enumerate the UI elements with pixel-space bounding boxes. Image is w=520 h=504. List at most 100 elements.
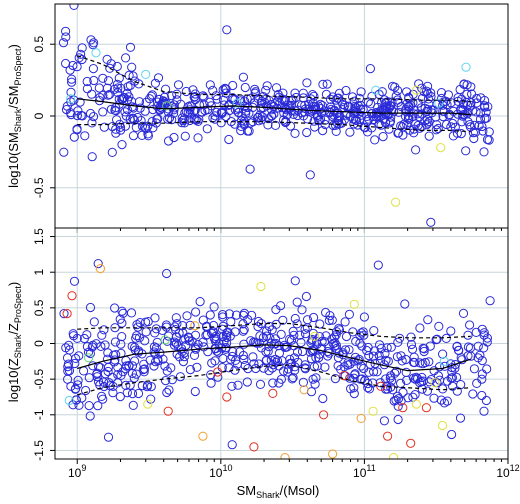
scatter-point [433, 123, 443, 134]
scatter-point [410, 374, 420, 384]
scatter-point [210, 111, 220, 121]
scatter-point [463, 330, 473, 340]
x-tick-label: 1011 [353, 463, 376, 480]
scatter-point [191, 115, 201, 125]
scatter-point [376, 120, 386, 130]
scatter-point [202, 321, 212, 331]
scatter-point [115, 314, 125, 324]
scatter-point [208, 113, 218, 123]
scatter-point [386, 371, 396, 381]
scatter-point [438, 349, 448, 359]
highlight-point [66, 94, 76, 104]
scatter-point [304, 104, 314, 114]
scatter-point [270, 120, 281, 131]
scatter-point [224, 363, 234, 373]
highlight-point [371, 85, 381, 95]
scatter-point [419, 344, 429, 354]
scatter-point [452, 372, 462, 382]
scatter-point [140, 123, 150, 133]
scatter-point [177, 347, 187, 357]
scatter-point [242, 377, 252, 387]
scatter-point [278, 315, 288, 325]
scatter-point [404, 105, 414, 115]
scatter-point [356, 361, 366, 371]
scatter-point [482, 333, 492, 343]
scatter-point [228, 93, 238, 103]
scatter-point [448, 131, 458, 141]
scatter-point [240, 82, 250, 93]
scatter-point [117, 94, 127, 104]
scatter-point [190, 94, 200, 105]
highlight-point [198, 431, 208, 441]
scatter-point [98, 394, 108, 404]
scatter-point [225, 331, 235, 341]
scatter-point [107, 122, 118, 132]
scatter-point [393, 414, 403, 425]
scatter-point [345, 359, 355, 369]
scatter-point [250, 84, 260, 94]
scatter-point [182, 311, 192, 321]
scatter-point [141, 317, 151, 327]
scatter-point [351, 336, 361, 346]
scatter-point [224, 134, 234, 145]
highlight-point [64, 395, 74, 406]
scatter-point [88, 64, 99, 74]
scatter-point [109, 357, 120, 367]
scatter-point [337, 97, 347, 107]
scatter-point [77, 54, 87, 65]
scatter-point [127, 368, 137, 378]
scatter-point [307, 345, 317, 356]
scatter-point [470, 127, 481, 137]
scatter-point [466, 82, 476, 92]
scatter-point [391, 91, 401, 101]
scatter-point [102, 54, 112, 65]
scatter-point [237, 111, 247, 121]
scatter-point [374, 350, 384, 361]
scatter-point [387, 376, 397, 386]
scatter-point [245, 164, 255, 174]
scatter-point [205, 310, 215, 320]
highlight-point [406, 438, 416, 448]
scatter-point [262, 326, 272, 336]
scatter-point [150, 78, 160, 88]
scatter-point [362, 127, 373, 137]
scatter-point [452, 386, 462, 396]
scatter-point [162, 336, 172, 346]
scatter-point [290, 313, 300, 324]
highlight-point [430, 378, 440, 388]
scatter-point [236, 116, 246, 126]
scatter-point [364, 367, 374, 377]
scatter-point [477, 374, 487, 384]
scatter-point [246, 118, 256, 128]
scatter-point [297, 305, 307, 315]
highlight-point [376, 381, 386, 391]
scatter-point [331, 120, 341, 131]
scatter-point [121, 380, 131, 390]
scatter-point [209, 302, 219, 312]
scatter-point [461, 146, 471, 156]
highlight-point [389, 453, 399, 459]
bottom-y-axis-title: log10(ZShark/ZProSpect) [6, 282, 23, 403]
scatter-point [228, 80, 238, 91]
scatter-point [409, 357, 420, 368]
scatter-point [368, 378, 378, 388]
scatter-point [84, 401, 94, 411]
scatter-point [362, 117, 372, 127]
scatter-point [409, 105, 419, 115]
scatter-point [350, 370, 360, 380]
scatter-point [450, 360, 460, 370]
scatter-point [285, 358, 295, 368]
scatter-point [162, 366, 172, 376]
scatter-point [62, 353, 73, 363]
scatter-point [124, 361, 134, 371]
scatter-point [67, 74, 77, 84]
scatter-point [415, 358, 425, 368]
scatter-point [295, 330, 305, 340]
scatter-point [103, 366, 113, 377]
highlight-point [310, 331, 320, 341]
scatter-point [355, 374, 365, 384]
scatter-point [300, 364, 310, 374]
scatter-point [442, 396, 452, 406]
scatter-point [103, 90, 113, 100]
scatter-point [121, 111, 131, 121]
